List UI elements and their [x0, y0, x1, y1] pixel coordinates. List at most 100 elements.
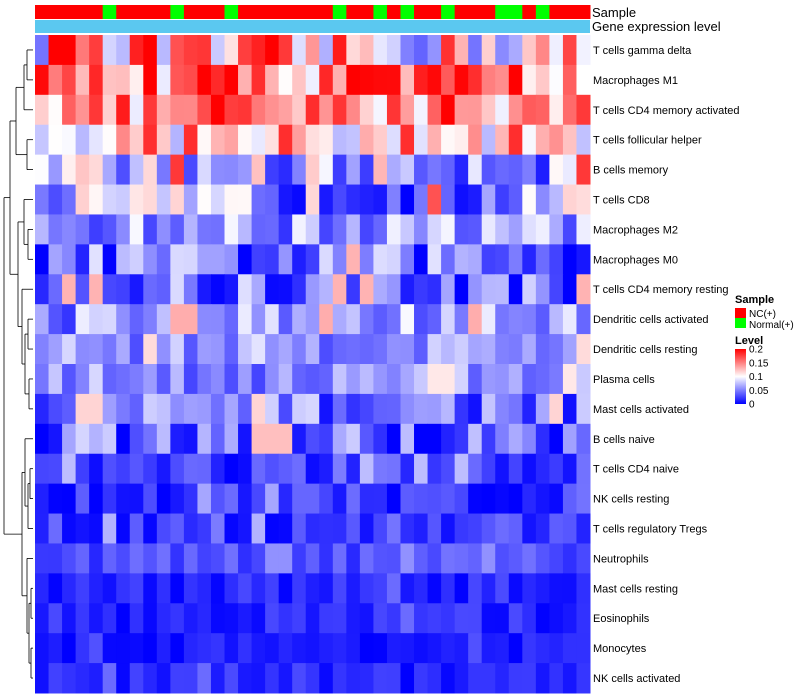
heatmap-cell — [116, 453, 131, 485]
heatmap-cell — [414, 94, 429, 126]
heatmap-cell — [522, 184, 537, 215]
heatmap-cell — [210, 483, 226, 515]
heatmap-cell — [359, 214, 374, 245]
heatmap-cell — [359, 64, 374, 96]
heatmap-cell — [373, 453, 388, 485]
heatmap-cell — [265, 274, 280, 305]
heatmap-cell — [495, 214, 510, 245]
heatmap-cell — [373, 214, 388, 245]
heatmap-cell — [495, 633, 510, 664]
heatmap-cell — [495, 393, 510, 425]
heatmap-cell — [238, 184, 253, 215]
heatmap-cell — [441, 513, 456, 544]
heatmap-cell — [549, 483, 564, 515]
heatmap-cell — [508, 423, 523, 455]
heatmap-cell — [508, 573, 523, 604]
heatmap-cell — [346, 304, 361, 335]
heatmap-cell — [238, 573, 253, 604]
heatmap-cell — [170, 304, 185, 335]
heatmap-cell — [373, 423, 388, 455]
heatmap-cell — [522, 334, 537, 365]
heatmap-cell — [278, 513, 293, 544]
sample-annotation-cell — [305, 5, 320, 19]
heatmap-cell — [292, 364, 307, 395]
heatmap-cell — [210, 274, 226, 305]
heatmap-cell — [89, 483, 104, 515]
heatmap-cell — [129, 214, 144, 245]
heatmap-cell — [495, 663, 510, 694]
heatmap-cell — [210, 35, 226, 66]
heatmap-cell — [35, 244, 50, 275]
heatmap-cell — [468, 154, 483, 186]
heatmap-cell — [62, 513, 77, 544]
heatmap-cell — [210, 154, 226, 186]
heatmap-cell — [102, 244, 117, 275]
heatmap-cell — [62, 393, 77, 425]
sample-annotation-cell — [481, 5, 496, 19]
heatmap-cell — [562, 94, 577, 126]
heatmap-cell — [359, 423, 374, 455]
heatmap-cell — [346, 663, 361, 694]
heatmap-cell — [562, 64, 577, 96]
heatmap-cell — [210, 513, 226, 544]
heatmap-cell — [102, 513, 117, 544]
heatmap-cell — [62, 603, 77, 634]
heatmap-cell — [576, 364, 591, 395]
heatmap-cell — [549, 633, 564, 664]
heatmap-cell — [35, 393, 50, 425]
heatmap-cell — [62, 154, 77, 186]
heatmap-cell — [576, 603, 591, 634]
heatmap-cell — [292, 573, 307, 604]
heatmap-cell — [292, 274, 307, 305]
heatmap-cell — [386, 124, 401, 156]
heatmap-cell — [62, 35, 77, 66]
heatmap-cell — [183, 244, 198, 275]
sample-annotation-cell — [454, 5, 469, 19]
heatmap-cell — [116, 633, 131, 664]
heatmap-cell — [143, 543, 158, 574]
heatmap-cell — [346, 543, 361, 574]
heatmap-cell — [278, 573, 293, 604]
heatmap-cell — [522, 64, 537, 96]
heatmap-cell — [346, 184, 361, 215]
heatmap-cell — [386, 334, 401, 365]
heatmap-cell — [522, 633, 537, 664]
heatmap-cell — [224, 393, 239, 425]
heatmap-cell — [414, 573, 429, 604]
heatmap-cell — [265, 94, 280, 126]
heatmap-cell — [481, 94, 496, 126]
heatmap-cell — [495, 483, 510, 515]
heatmap-cell — [319, 364, 334, 395]
heatmap-cell — [102, 543, 117, 574]
heatmap-cell — [75, 543, 90, 574]
heatmap-cell — [224, 124, 239, 156]
heatmap-cell — [427, 483, 442, 515]
heatmap-cell — [468, 453, 483, 485]
heatmap-cell — [427, 334, 442, 365]
heatmap-cell — [359, 663, 374, 694]
heatmap-cell — [576, 214, 591, 245]
heatmap-cell — [373, 304, 388, 335]
heatmap-cell — [292, 304, 307, 335]
heatmap-cell — [305, 184, 320, 215]
sample-annotation-cell — [292, 5, 307, 19]
heatmap-cell — [549, 543, 564, 574]
heatmap-cell — [332, 184, 347, 215]
heatmap-cell — [549, 573, 564, 604]
heatmap-cell — [508, 214, 523, 245]
heatmap-cell — [414, 214, 429, 245]
sample-annotation-cell — [210, 5, 226, 19]
heatmap-cell — [278, 663, 293, 694]
heatmap-cell — [441, 483, 456, 515]
heatmap-cell — [129, 94, 144, 126]
heatmap-cell — [400, 244, 415, 275]
heatmap-cell — [359, 633, 374, 664]
heatmap-cell — [129, 154, 144, 186]
heatmap-cell — [386, 184, 401, 215]
heatmap-cell — [62, 573, 77, 604]
heatmap-cell — [102, 393, 117, 425]
heatmap-cell — [427, 573, 442, 604]
heatmap-cell — [210, 543, 226, 574]
heatmap-cell — [495, 423, 510, 455]
heatmap-cell — [535, 184, 550, 215]
